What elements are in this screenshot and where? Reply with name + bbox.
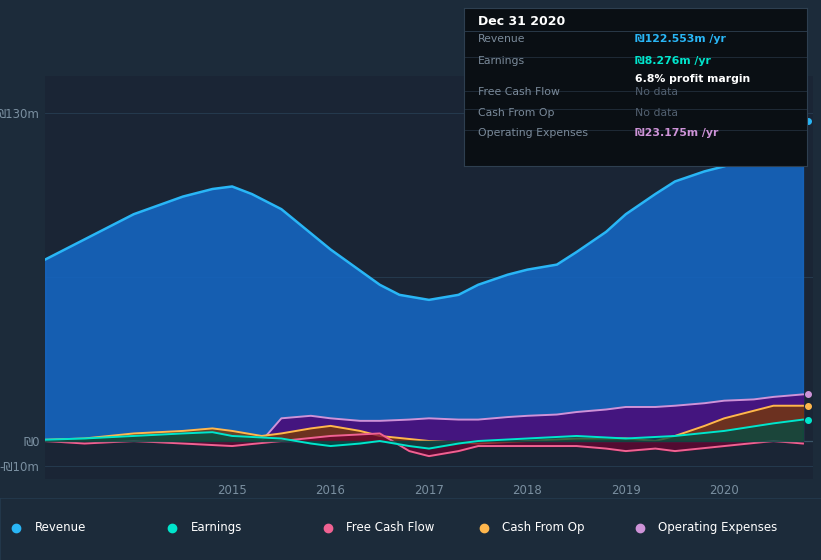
Text: No data: No data bbox=[635, 87, 678, 97]
Text: Free Cash Flow: Free Cash Flow bbox=[478, 87, 559, 97]
Text: Cash From Op: Cash From Op bbox=[502, 521, 585, 534]
Text: Cash From Op: Cash From Op bbox=[478, 108, 554, 118]
Text: ₪8.276m /yr: ₪8.276m /yr bbox=[635, 56, 711, 66]
Text: Dec 31 2020: Dec 31 2020 bbox=[478, 15, 565, 27]
Text: ₪23.175m /yr: ₪23.175m /yr bbox=[635, 128, 719, 138]
Text: Earnings: Earnings bbox=[478, 56, 525, 66]
Text: Revenue: Revenue bbox=[478, 34, 525, 44]
Text: No data: No data bbox=[635, 108, 678, 118]
Text: Operating Expenses: Operating Expenses bbox=[478, 128, 588, 138]
Text: Revenue: Revenue bbox=[34, 521, 86, 534]
Text: Operating Expenses: Operating Expenses bbox=[658, 521, 777, 534]
Text: ₪122.553m /yr: ₪122.553m /yr bbox=[635, 34, 727, 44]
Text: Earnings: Earnings bbox=[190, 521, 242, 534]
Text: Free Cash Flow: Free Cash Flow bbox=[346, 521, 435, 534]
Text: 6.8% profit margin: 6.8% profit margin bbox=[635, 74, 750, 84]
